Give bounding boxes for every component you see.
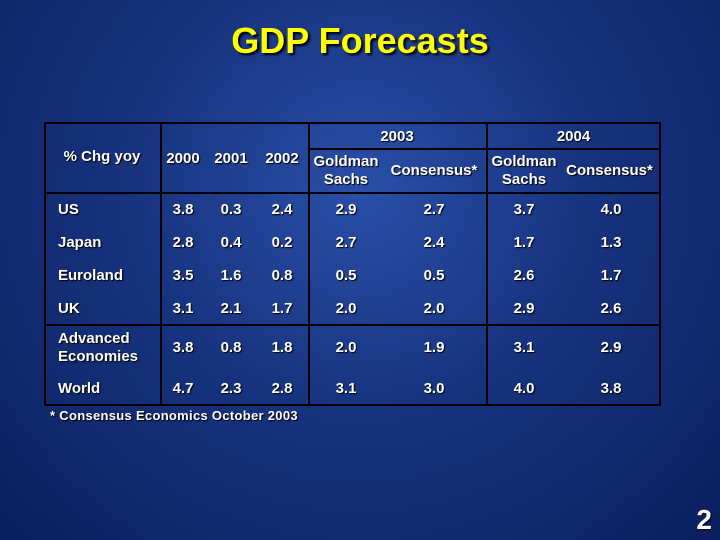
column-header-2003-goldman-sachs: Goldman Sachs [313,153,379,188]
table-cell-value: 1.8 [271,339,293,356]
table-cell-value: 1.3 [600,233,622,251]
table-cell-value: 2.4 [271,200,293,218]
table-cell-value: 2.4 [423,233,445,251]
column-header-2002: 2002 [265,150,299,167]
table-cell-value: 0.5 [335,266,357,284]
page-number: 2 [696,504,712,535]
table-cell-value: 3.1 [172,299,194,317]
table-cell-value: 0.3 [220,200,242,218]
table-cell-value: 3.8 [600,380,622,397]
table-cell-value: 1.7 [513,233,535,251]
table-cell-value: 3.1 [513,339,535,356]
year-group-2004: 2004 [556,128,591,145]
table-divider-label [160,122,162,406]
table-cell-value: 2.8 [271,380,293,397]
table-cell-value: 1.7 [271,299,293,317]
table-cell-value: 0.5 [423,266,445,284]
column-header-2001: 2001 [214,150,248,167]
table-region-divider [44,324,661,326]
table-cell-value: 2.7 [423,200,445,218]
table-cell-value: 3.5 [172,266,194,284]
table-cell-value: 1.7 [600,266,622,284]
table-cell-value: 2.9 [600,339,622,356]
table-cell-value: 0.2 [271,233,293,251]
column-header-label: % Chg yoy [63,148,141,165]
table-cell-value: 2.6 [600,299,622,317]
table-cell-value: 0.4 [220,233,242,251]
table-cell-value: 1.9 [423,339,445,356]
footnote: * Consensus Economics October 2003 [50,408,298,423]
table-divider-years [308,122,310,406]
gdp-table [44,122,661,406]
row-label: UK [58,299,80,317]
row-label: Japan [58,233,102,251]
table-cell-value: 2.0 [335,339,357,356]
table-cell-value: 0.8 [271,266,293,284]
column-header-2000: 2000 [166,150,200,167]
column-header-2004-consensus: Consensus* [566,162,653,179]
year-group-2003: 2003 [380,128,414,145]
table-cell-value: 2.0 [423,299,445,317]
row-label: Advanced Economies [58,330,139,365]
table-cell-value: 2.9 [513,299,535,317]
table-cell-value: 2.3 [220,380,242,397]
table-cell-value: 3.7 [513,200,535,218]
row-label: World [58,380,101,397]
table-cell-value: 2.6 [513,266,535,284]
table-cell-value: 3.1 [335,380,357,397]
table-divider-2003-2004 [486,122,488,406]
table-cell-value: 2.8 [172,233,194,251]
slide-title: GDP Forecasts [231,20,489,61]
table-year-group-divider [308,148,661,150]
table-cell-value: 2.7 [335,233,357,251]
table-header-divider [44,192,661,194]
column-header-2003-consensus: Consensus* [390,162,478,179]
table-cell-value: 4.0 [600,200,622,218]
table-cell-value: 3.8 [172,339,194,356]
table-cell-value: 3.8 [172,200,194,218]
table-cell-value: 4.0 [513,380,535,397]
table-cell-value: 2.9 [335,200,357,218]
row-label: US [58,200,79,218]
table-cell-value: 0.8 [220,339,242,356]
table-cell-value: 2.1 [220,299,242,317]
column-header-2004-goldman-sachs: Goldman Sachs [491,153,557,188]
table-cell-value: 1.6 [220,266,242,284]
table-cell-value: 3.0 [423,380,445,397]
table-cell-value: 2.0 [335,299,357,317]
table-cell-value: 4.7 [172,380,194,397]
row-label: Euroland [58,266,124,284]
